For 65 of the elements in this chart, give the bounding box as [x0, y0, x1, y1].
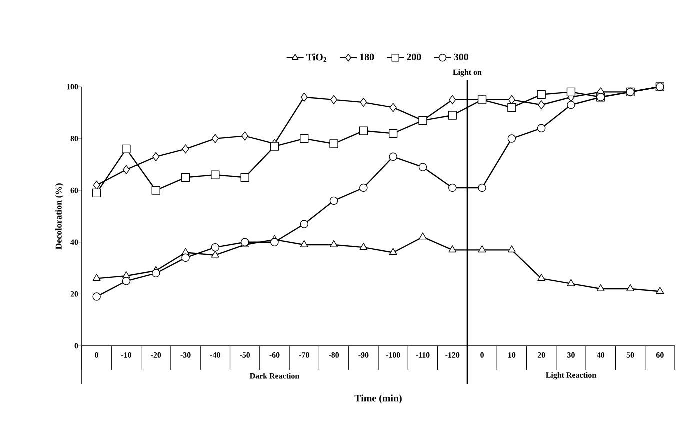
- point: [538, 100, 546, 110]
- point: [567, 279, 576, 286]
- legend-label: TiO$_{2}$: [306, 54, 327, 62]
- point: [240, 173, 250, 182]
- point: [448, 111, 457, 120]
- point: [360, 184, 368, 192]
- x-axis-title: Time (min): [354, 394, 402, 404]
- point: [92, 274, 101, 282]
- legend-label: 200: [407, 54, 422, 61]
- point: [212, 134, 219, 144]
- point: [93, 180, 100, 190]
- point: [182, 254, 190, 262]
- point: [390, 103, 397, 112]
- point: [360, 98, 368, 108]
- point: [508, 95, 516, 104]
- y-axis-title: Decoloration (%): [56, 184, 64, 250]
- point: [626, 284, 634, 292]
- point: [182, 144, 190, 154]
- point: [242, 132, 249, 141]
- point: [418, 163, 428, 172]
- point: [388, 129, 398, 138]
- point: [300, 92, 308, 102]
- point: [330, 240, 338, 248]
- point: [270, 142, 280, 151]
- point: [478, 246, 486, 253]
- point: [449, 95, 456, 104]
- legend-label: 180: [360, 54, 374, 61]
- point: [448, 246, 457, 253]
- point: [508, 103, 516, 112]
- point: [211, 250, 220, 258]
- point: [152, 186, 160, 195]
- point: [656, 287, 664, 294]
- point: [508, 246, 516, 253]
- point: [300, 220, 309, 228]
- point: [360, 243, 368, 250]
- point: [92, 188, 102, 198]
- point: [596, 284, 605, 292]
- point: [122, 165, 130, 174]
- point: [330, 196, 338, 206]
- point: [567, 100, 576, 110]
- point: [330, 140, 338, 148]
- point: [359, 126, 368, 136]
- point: [537, 124, 546, 133]
- point: [300, 134, 309, 144]
- point: [211, 170, 220, 180]
- point: [448, 184, 457, 192]
- point: [508, 134, 516, 143]
- point: [566, 88, 576, 97]
- point: [300, 240, 308, 248]
- point: [330, 95, 338, 104]
- point: [389, 248, 398, 256]
- point: [152, 269, 160, 278]
- legend-label: 300: [454, 54, 468, 61]
- point: [419, 232, 427, 240]
- point: [478, 184, 486, 192]
- point: [537, 90, 546, 100]
- point: [92, 292, 101, 301]
- point: [122, 144, 131, 154]
- point: [152, 152, 160, 162]
- point: [211, 243, 220, 252]
- point: [538, 274, 546, 282]
- point: [389, 152, 398, 162]
- point: [181, 173, 190, 182]
- point: [270, 238, 279, 247]
- point: [122, 277, 131, 286]
